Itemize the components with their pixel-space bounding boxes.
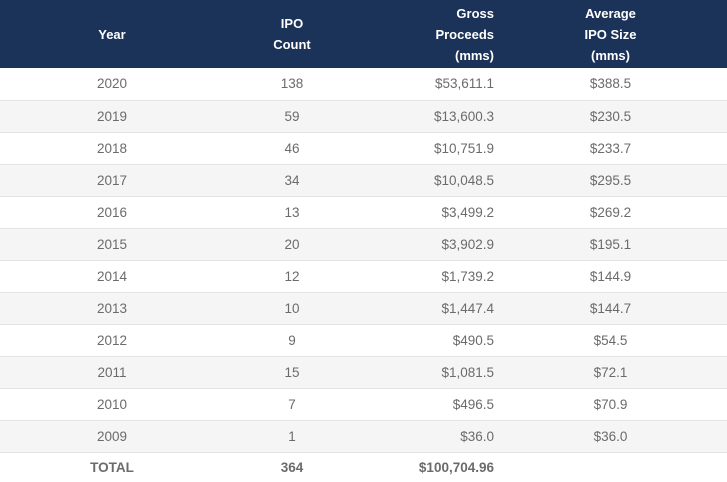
cell-ipo-count: 34: [224, 164, 360, 197]
header-year-line: Year: [98, 26, 126, 42]
cell-ipo-count: 59: [224, 100, 360, 133]
table-row: 2020 138 $53,611.1 $388.5: [0, 68, 727, 101]
table-row: 2011 15 $1,081.5 $72.1: [0, 356, 727, 389]
header-avg-line: (mms): [590, 47, 630, 63]
cell-year: 2016: [0, 196, 224, 229]
total-ipo-count: 364: [280, 459, 304, 475]
table-row: 2009 1 $36.0 $36.0: [0, 420, 727, 453]
cell-gross-proceeds: $13,600.3: [360, 100, 494, 133]
header-row: Year IPO Count Gross Proceeds (mms) Aver…: [0, 0, 727, 68]
cell-year: 2018: [0, 132, 224, 165]
total-average-ipo-size: [494, 452, 727, 482]
cell-year: 2020: [0, 68, 224, 101]
cell-year: 2011: [0, 356, 224, 389]
cell-ipo-count: 46: [224, 132, 360, 165]
cell-ipo-count: 10: [224, 292, 360, 325]
header-proceeds-avg-group: Gross Proceeds (mms) Average IPO Size (m…: [360, 0, 727, 68]
total-gross-proceeds: $100,704.96: [418, 459, 494, 475]
table-row: 2010 7 $496.5 $70.9: [0, 388, 727, 421]
cell-average-ipo-size: $195.1: [494, 228, 727, 261]
cell-average-ipo-size: $295.5: [494, 164, 727, 197]
cell-year: 2017: [0, 164, 224, 197]
cell-gross-proceeds: $1,081.5: [360, 356, 494, 389]
cell-ipo-count: 9: [224, 324, 360, 357]
header-ipo-count-line: Count: [273, 37, 311, 52]
header-avg-line: IPO Size: [584, 26, 637, 42]
cell-average-ipo-size: $36.0: [494, 420, 727, 453]
cell-year: 2013: [0, 292, 224, 325]
header-ipo-count: IPO Count: [224, 0, 360, 68]
table-header: Year IPO Count Gross Proceeds (mms) Aver…: [0, 0, 727, 68]
cell-year: 2012: [0, 324, 224, 357]
cell-gross-proceeds: $496.5: [360, 388, 494, 421]
header-gross-line: Gross: [456, 5, 494, 21]
table-row: 2014 12 $1,739.2 $144.9: [0, 260, 727, 293]
cell-gross-proceeds: $36.0: [360, 420, 494, 453]
table-row: 2012 9 $490.5 $54.5: [0, 324, 727, 357]
header-average-ipo-size: Average IPO Size (mms): [494, 3, 727, 66]
cell-ipo-count: 20: [224, 228, 360, 261]
cell-average-ipo-size: $230.5: [494, 100, 727, 133]
cell-gross-proceeds: $3,499.2: [360, 196, 494, 229]
cell-average-ipo-size: $72.1: [494, 356, 727, 389]
cell-gross-proceeds: $1,739.2: [360, 260, 494, 293]
header-gross-line: (mms): [454, 47, 494, 63]
cell-gross-proceeds: $1,447.4: [360, 292, 494, 325]
table-body: 2020 138 $53,611.1 $388.5 2019 59 $13,60…: [0, 68, 727, 482]
cell-ipo-count: 13: [224, 196, 360, 229]
cell-gross-proceeds: $490.5: [360, 324, 494, 357]
table-row: 2016 13 $3,499.2 $269.2: [0, 196, 727, 229]
table-row: 2019 59 $13,600.3 $230.5: [0, 100, 727, 133]
cell-average-ipo-size: $233.7: [494, 132, 727, 165]
header-gross-proceeds: Gross Proceeds (mms): [360, 3, 494, 66]
cell-average-ipo-size: $54.5: [494, 324, 727, 357]
cell-year: 2010: [0, 388, 224, 421]
table-row: 2013 10 $1,447.4 $144.7: [0, 292, 727, 325]
table-row: 2018 46 $10,751.9 $233.7: [0, 132, 727, 165]
cell-average-ipo-size: $269.2: [494, 196, 727, 229]
total-label: TOTAL: [90, 459, 134, 475]
cell-gross-proceeds: $10,751.9: [360, 132, 494, 165]
cell-ipo-count: 1: [224, 420, 360, 453]
cell-ipo-count: 12: [224, 260, 360, 293]
header-year: Year: [0, 0, 224, 68]
cell-year: 2019: [0, 100, 224, 133]
cell-average-ipo-size: $144.9: [494, 260, 727, 293]
cell-year: 2015: [0, 228, 224, 261]
cell-gross-proceeds: $3,902.9: [360, 228, 494, 261]
cell-average-ipo-size: $70.9: [494, 388, 727, 421]
table-row: 2017 34 $10,048.5 $295.5: [0, 164, 727, 197]
header-ipo-count-line: IPO: [280, 16, 304, 31]
cell-ipo-count: 15: [224, 356, 360, 389]
cell-ipo-count: 7: [224, 388, 360, 421]
cell-ipo-count: 138: [224, 68, 360, 101]
cell-gross-proceeds: $53,611.1: [360, 68, 494, 101]
cell-average-ipo-size: $144.7: [494, 292, 727, 325]
table-row: 2015 20 $3,902.9 $195.1: [0, 228, 727, 261]
cell-year: 2009: [0, 420, 224, 453]
cell-year: 2014: [0, 260, 224, 293]
total-row: TOTAL 364 $100,704.96: [0, 452, 727, 482]
cell-average-ipo-size: $388.5: [494, 68, 727, 101]
cell-gross-proceeds: $10,048.5: [360, 164, 494, 197]
header-gross-line: Proceeds: [435, 26, 494, 42]
header-avg-line: Average: [585, 5, 636, 21]
